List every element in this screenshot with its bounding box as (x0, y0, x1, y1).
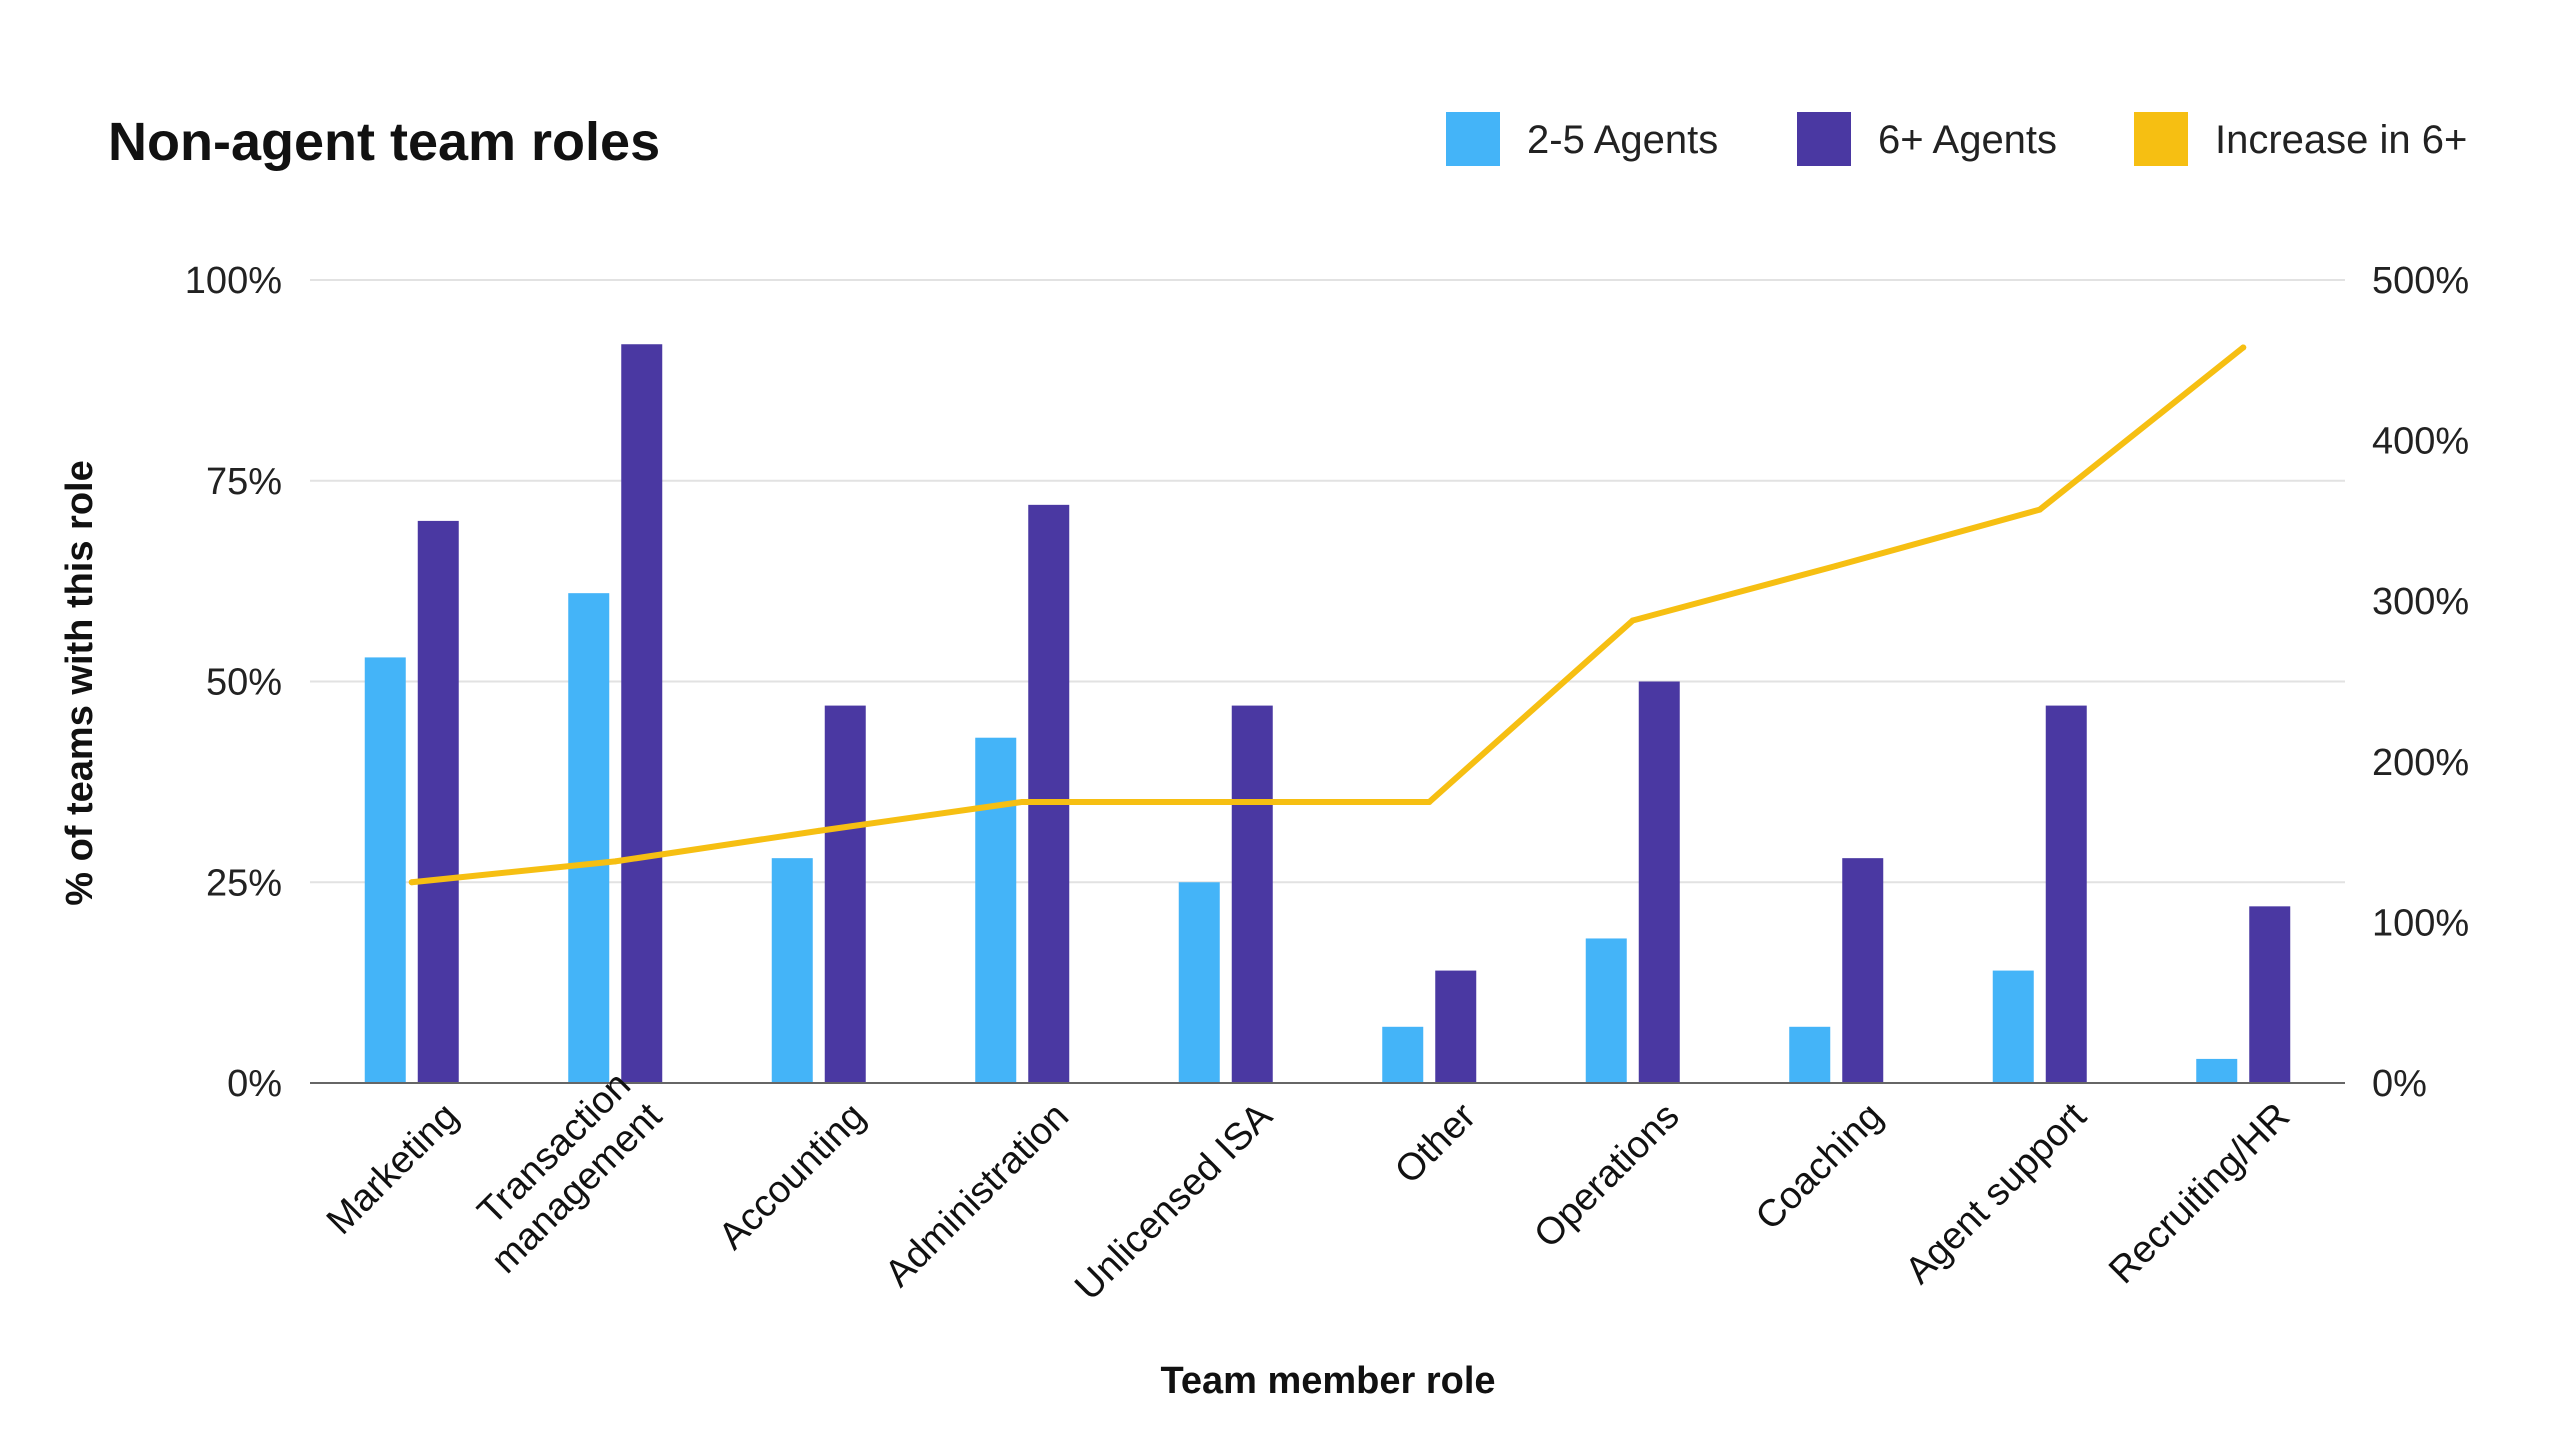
left-tick-label: 100% (185, 260, 282, 302)
bar-6-agents (1231, 705, 1273, 1083)
category-label-line: Operations (1526, 1095, 1687, 1256)
bar-2-5-agents (568, 593, 610, 1083)
right-tick-label: 400% (2372, 421, 2469, 463)
category-labels: Marketing Transactionmanagement Accounting… (319, 1064, 2298, 1309)
category-label: Coaching (1748, 1095, 1891, 1238)
left-tick-label: 50% (206, 662, 282, 704)
category-label-line: Recruiting/HR (2101, 1095, 2298, 1292)
legend: 2-5 Agents 6+ Agents Increase in 6+ (1446, 112, 2467, 166)
category-label-line: Administration (877, 1095, 1077, 1295)
legend-label: 6+ Agents (1878, 118, 2057, 162)
line-point (1019, 798, 1026, 805)
right-axis-ticks: 0% 100% 200% 300% 400% 500% (2372, 260, 2469, 1105)
category-label: Marketing (319, 1095, 467, 1243)
category-label: Recruiting/HR (2101, 1095, 2298, 1292)
line-point (1222, 798, 1229, 805)
bar-2-5-agents (771, 858, 813, 1083)
chart-title: Non-agent team roles (108, 112, 660, 172)
legend-swatch (1797, 112, 1851, 166)
legend-swatch (1446, 112, 1500, 166)
category-label: Administration (877, 1095, 1077, 1295)
line-layer (408, 344, 2247, 886)
line-point (2036, 506, 2043, 513)
bar-2-5-agents (1992, 970, 2034, 1083)
category-label: Operations (1526, 1095, 1687, 1256)
bar-6-agents (1842, 858, 1884, 1083)
bar-6-agents (621, 344, 663, 1083)
right-tick-label: 500% (2372, 260, 2469, 302)
bar-6-agents (824, 705, 866, 1083)
line-point (2240, 344, 2247, 351)
x-axis-title: Team member role (1160, 1360, 1495, 1402)
gridlines (310, 279, 2345, 884)
bar-6-agents (2249, 906, 2291, 1083)
bar-2-5-agents (1382, 1026, 1424, 1083)
line-point (1629, 617, 1636, 624)
line-point (1833, 562, 1840, 569)
bar-2-5-agents (1585, 938, 1627, 1083)
bar-6-agents (1435, 970, 1477, 1083)
bar-2-5-agents (1789, 1026, 1831, 1083)
left-tick-label: 25% (206, 862, 282, 904)
left-tick-label: 75% (206, 461, 282, 503)
category-label-line: Coaching (1748, 1095, 1891, 1238)
bar-6-agents (2045, 705, 2087, 1083)
category-label: Agent support (1898, 1095, 2095, 1292)
left-axis-ticks: 0% 25% 50% 75% 100% (185, 260, 282, 1105)
y-axis-title: % of teams with this role (59, 460, 101, 906)
category-label-line: Accounting (711, 1095, 874, 1258)
category-label-line: Agent support (1898, 1095, 2095, 1292)
bars (364, 344, 2291, 1084)
bar-2-5-agents (975, 737, 1017, 1083)
bar-6-agents (1028, 504, 1070, 1084)
category-label: Accounting (711, 1095, 874, 1258)
line-point (612, 858, 619, 865)
bar-2-5-agents (1178, 882, 1220, 1083)
category-label-line: Unlicensed ISA (1067, 1095, 1281, 1309)
right-tick-label: 0% (2372, 1063, 2427, 1105)
legend-swatch (2134, 112, 2188, 166)
category-label: Unlicensed ISA (1067, 1095, 1281, 1309)
bar-6-agents (417, 520, 459, 1083)
legend-label: 2-5 Agents (1527, 118, 1718, 162)
category-label: Other (1387, 1095, 1484, 1192)
left-tick-label: 0% (227, 1063, 282, 1105)
bar-6-agents (1638, 681, 1680, 1083)
legend-label: Increase in 6+ (2215, 118, 2467, 162)
line-increase-in-6 (408, 344, 2247, 886)
category-label-line: Other (1387, 1095, 1484, 1192)
line-point (815, 827, 822, 834)
right-tick-label: 200% (2372, 742, 2469, 784)
bar-2-5-agents (364, 657, 406, 1083)
category-label-line: Marketing (319, 1095, 467, 1243)
right-tick-label: 100% (2372, 902, 2469, 944)
right-tick-label: 300% (2372, 581, 2469, 623)
line-point (408, 879, 415, 886)
category-label: Transactionmanagement (452, 1064, 670, 1282)
bar-2-5-agents (2196, 1058, 2238, 1083)
line-point (1426, 798, 1433, 805)
